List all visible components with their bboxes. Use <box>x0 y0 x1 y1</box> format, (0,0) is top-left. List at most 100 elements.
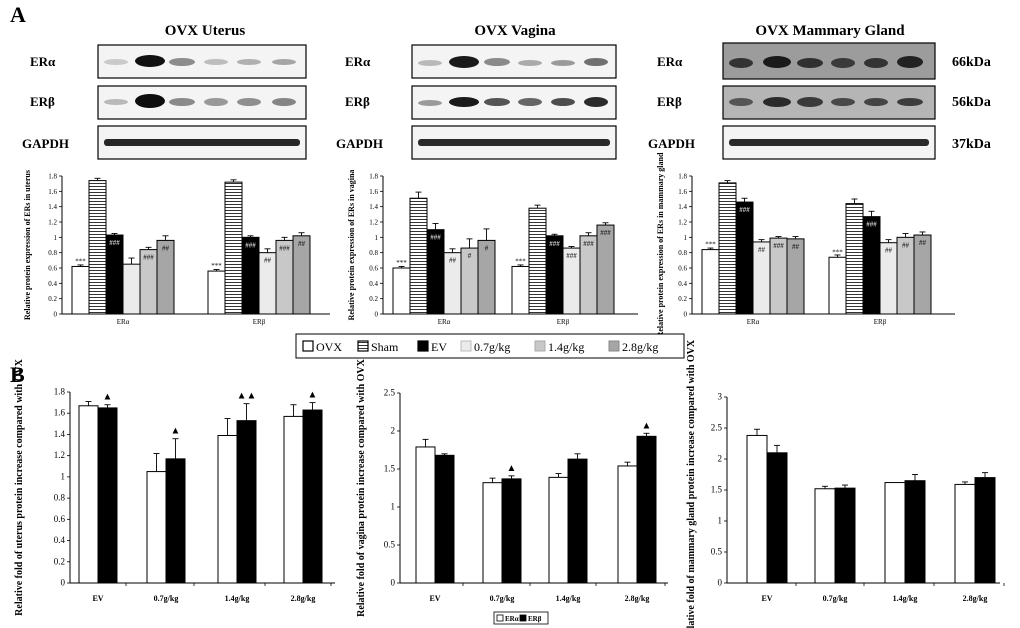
significance-mark: ## <box>885 247 893 255</box>
y-tick-label: 0 <box>375 311 379 319</box>
y-tick-label: 0 <box>684 311 688 319</box>
bar-ev-erα <box>415 446 436 584</box>
y-tick-label: 2.5 <box>384 388 396 398</box>
category-label-1-4g-kg: 1.4g/kg <box>556 594 581 603</box>
significance-mark: ### <box>245 241 256 249</box>
blot-label-mammary-erb: ERβ <box>657 94 682 109</box>
legend-a-label-ev: EV <box>431 340 447 354</box>
significance-mark: *** <box>211 262 222 270</box>
y-tick-label: 0.6 <box>678 265 687 273</box>
bar-erβ-ovx <box>511 265 530 315</box>
bar-1-4g-kg-erα <box>548 476 569 584</box>
bar-2-8g-kg-erα <box>954 483 976 584</box>
y-tick-label: 0.6 <box>48 265 57 273</box>
legend-a-label-28: 2.8g/kg <box>622 340 658 354</box>
bar-erβ-2-8g-kg <box>596 224 615 315</box>
significance-mark: ### <box>866 221 877 229</box>
bar-0-7g-kg-erα <box>482 482 503 584</box>
bar-1-4g-kg-erβ <box>236 420 257 584</box>
y-tick-label: 2.5 <box>711 423 723 433</box>
significance-mark: ### <box>279 244 290 252</box>
y-tick-label: 0.2 <box>369 295 378 303</box>
y-tick-label: 0.5 <box>711 547 723 557</box>
y-tick-label: 2 <box>718 454 723 464</box>
bar-ev-erβ <box>97 407 118 584</box>
significance-mark: *** <box>396 259 407 267</box>
legend-b-swatch-era <box>496 614 504 622</box>
significance-mark: ### <box>430 234 441 242</box>
y-tick-label: 0.8 <box>369 249 378 257</box>
significance-mark: ## <box>264 257 272 265</box>
bar-ev-erα <box>78 405 99 584</box>
category-label-2-8g-kg: 2.8g/kg <box>625 594 650 603</box>
significance-mark: # <box>485 244 489 252</box>
blot-title-vagina: OVX Vagina <box>474 23 556 39</box>
y-tick-label: 1.5 <box>384 464 396 474</box>
bar-erα-sham <box>88 180 107 315</box>
y-tick-label: 0 <box>718 578 723 588</box>
y-tick-label: 0 <box>54 311 58 319</box>
blot-mammary-erb <box>722 85 936 120</box>
y-tick-label: 0 <box>391 578 396 588</box>
blot-label-vagina-gapdh: GAPDH <box>336 136 383 151</box>
y-tick-label: 1.6 <box>48 188 57 196</box>
category-label-0-7g-kg: 0.7g/kg <box>490 594 515 603</box>
bar-erα-ev <box>426 229 445 315</box>
legend-a-swatch-ovx <box>302 340 314 352</box>
bar-ev-erβ <box>766 452 788 584</box>
legend-b-swatch-erb <box>519 614 527 622</box>
category-label-erα: ERα <box>117 318 130 326</box>
y-tick-label: 1.2 <box>678 219 687 227</box>
y-axis-label: Relative fold of mammary gland protein i… <box>686 339 697 628</box>
panel-label-b: B <box>10 362 25 387</box>
significance-mark: ## <box>162 244 170 252</box>
y-tick-label: 0.4 <box>54 535 66 545</box>
y-tick-label: 0 <box>61 578 66 588</box>
bar-erβ-ev <box>862 216 881 315</box>
y-tick-label: 0.6 <box>369 265 378 273</box>
bar-erβ-sham <box>528 207 547 315</box>
significance-mark: *** <box>705 241 716 249</box>
y-tick-label: 0.4 <box>369 280 378 288</box>
bar-1-4g-kg-erβ <box>904 480 926 584</box>
chart-vagina-b: 0 0.5 1 1.5 2 2.5 Relative fold of vagina prot… <box>356 358 668 617</box>
y-tick-label: 0.6 <box>54 514 66 524</box>
bar-2-8g-kg-erα <box>283 415 304 584</box>
chart-vagina-a: 0 0.2 0.4 0.6 0.8 1 1.2 1.4 1.6 1.8 Relative prote… <box>347 170 638 326</box>
significance-mark: # <box>468 252 472 260</box>
legend-a-swatch-ev <box>417 340 429 352</box>
bar-ev-erα <box>746 434 768 584</box>
y-tick-label: 0.2 <box>54 556 65 566</box>
category-label-0-7g-kg: 0.7g/kg <box>823 594 848 603</box>
y-tick-label: 0.2 <box>48 295 57 303</box>
blot-label-mammary-era: ERα <box>657 54 683 69</box>
significance-mark: *** <box>832 248 843 256</box>
significance-mark: ## <box>758 246 766 254</box>
bar-0-7g-kg-erβ <box>834 487 856 584</box>
y-tick-label: 1.6 <box>54 408 66 418</box>
category-label-ev: EV <box>92 594 103 603</box>
bar-2-8g-kg-erβ <box>636 435 657 584</box>
y-tick-label: 1.5 <box>711 485 723 495</box>
blot-label-vagina-erb: ERβ <box>345 94 370 109</box>
y-tick-label: 1 <box>391 502 396 512</box>
legend-b-label-era: ERα <box>505 615 519 623</box>
bar-erα-ev <box>735 201 754 315</box>
y-tick-label: 1.2 <box>48 219 57 227</box>
y-tick-label: 1.8 <box>369 173 378 181</box>
y-axis-label: Relative protein expression of ERs in ut… <box>23 170 32 320</box>
bar-erα-sham <box>718 182 737 315</box>
legend-a-swatch-07 <box>460 340 472 352</box>
kda-label-era: 66kDa <box>952 55 991 70</box>
panel-label-a: A <box>10 2 26 27</box>
y-tick-label: 1.4 <box>48 203 57 211</box>
blot-uterus-gapdh <box>97 125 307 160</box>
bar-0-7g-kg-erα <box>146 471 167 584</box>
blot-uterus-era <box>97 44 307 79</box>
category-label-erα: ERα <box>747 318 760 326</box>
y-axis-label: Relative protein expression of ERs in va… <box>347 170 356 321</box>
blot-vagina-gapdh <box>411 125 617 160</box>
blot-vagina-era <box>411 44 617 79</box>
y-tick-label: 1.2 <box>369 219 378 227</box>
legend-b: ERα ERβ <box>493 611 549 625</box>
